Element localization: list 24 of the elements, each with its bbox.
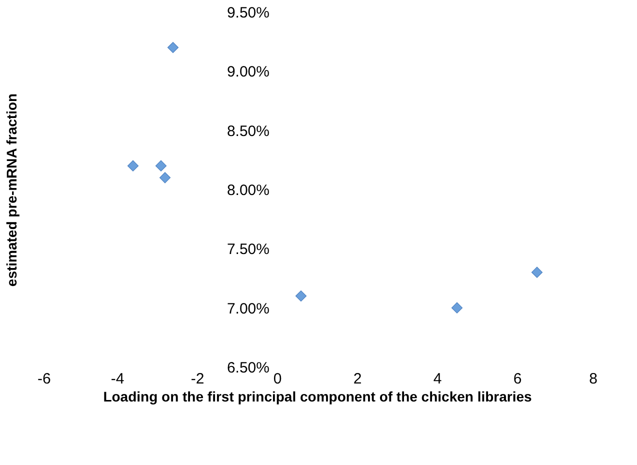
point — [127, 160, 139, 172]
y-tick-label: 9.00% — [226, 64, 270, 81]
x-tick-label: 2 — [353, 370, 362, 388]
y-axis-title: estimated pre-mRNA fraction — [4, 93, 20, 287]
y-tick-label: 7.00% — [226, 300, 270, 318]
y-tick-label: 8.00% — [226, 182, 270, 199]
x-axis-title: Loading on the first principal component of the chicken libraries — [103, 388, 532, 404]
y-tick-label: 8.50% — [226, 122, 270, 140]
x-tick-label: -6 — [38, 370, 51, 388]
x-tick-label: 4 — [433, 370, 442, 388]
y-tick-label: 6.50% — [226, 360, 270, 376]
point — [295, 290, 307, 302]
x-tick-label: -2 — [190, 370, 204, 388]
point — [155, 160, 167, 172]
point — [167, 42, 179, 54]
y-tick-label: 7.50% — [226, 241, 270, 258]
x-tick-label: 0 — [273, 370, 282, 388]
point — [531, 266, 543, 278]
point — [451, 302, 463, 314]
point — [159, 172, 171, 184]
x-tick-label: 8 — [589, 370, 598, 388]
x-tick-label: 6 — [513, 370, 522, 388]
x-tick-label: -4 — [110, 370, 124, 388]
y-tick-label: 9.50% — [226, 4, 270, 22]
